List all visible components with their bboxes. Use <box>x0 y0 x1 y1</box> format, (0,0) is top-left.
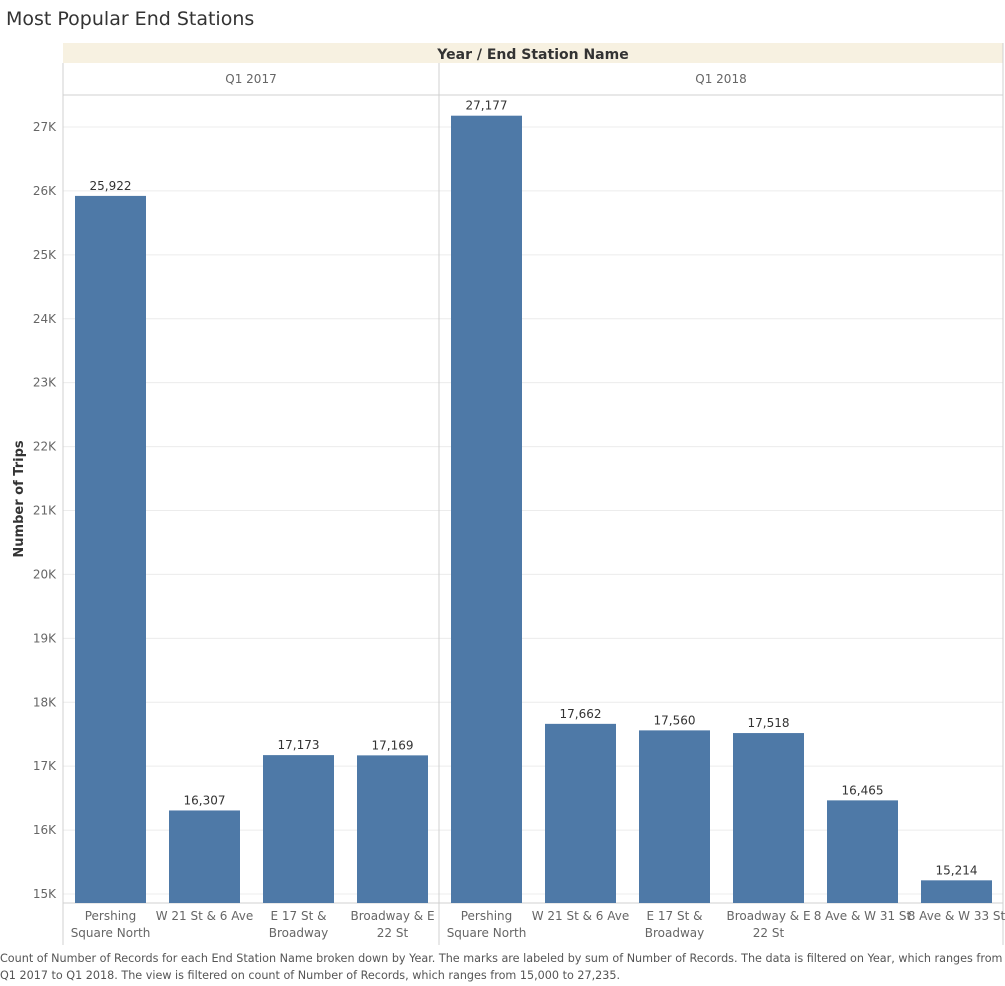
x-tick-label: E 17 St & <box>647 909 703 923</box>
data-label: 17,173 <box>278 738 320 752</box>
data-label: 17,518 <box>748 716 790 730</box>
y-tick-label: 23K <box>33 376 57 390</box>
x-tick-label: Broadway & E <box>726 909 810 923</box>
bar <box>639 730 710 903</box>
y-tick-label: 27K <box>33 120 57 134</box>
bar <box>921 880 992 903</box>
bar <box>357 755 428 903</box>
x-tick-label: 8 Ave & W 31 St <box>814 909 912 923</box>
data-label: 25,922 <box>90 179 132 193</box>
data-label: 15,214 <box>936 863 978 877</box>
x-tick-label: 22 St <box>377 926 409 940</box>
bar <box>263 755 334 903</box>
header-band <box>63 43 1003 63</box>
header-label: Year / End Station Name <box>436 47 628 63</box>
bar <box>827 800 898 903</box>
y-tick-label: 18K <box>33 695 57 709</box>
bar-chart: Year / End Station Name Q1 2017 Q1 2018 15K… <box>12 43 1005 945</box>
y-tick-label: 22K <box>33 440 57 454</box>
data-label: 17,560 <box>654 713 696 727</box>
x-tick-label: 8 Ave & W 33 St <box>908 909 1005 923</box>
x-tick-label: Broadway & E <box>350 909 434 923</box>
bar <box>75 195 146 903</box>
x-tick-label: 22 St <box>753 926 785 940</box>
y-tick-label: 15K <box>33 887 57 901</box>
bar <box>545 723 616 903</box>
y-tick-label: 24K <box>33 312 57 326</box>
x-tick-label: W 21 St & 6 Ave <box>156 909 254 923</box>
x-tick-label: Broadway <box>269 926 328 940</box>
y-tick-label: 26K <box>33 184 57 198</box>
y-tick-label: 16K <box>33 823 57 837</box>
data-label: 27,177 <box>466 99 508 113</box>
x-tick-label: Pershing <box>461 909 513 923</box>
y-tick-label: 21K <box>33 504 57 518</box>
chart-caption: Count of Number of Records for each End … <box>0 952 1003 982</box>
x-tick-label: Square North <box>71 926 151 940</box>
bar <box>451 115 522 903</box>
data-label: 16,307 <box>184 793 226 807</box>
y-axis-title: Number of Trips <box>12 440 27 557</box>
y-tick-label: 17K <box>33 759 57 773</box>
data-label: 16,465 <box>842 783 884 797</box>
y-tick-label: 20K <box>33 567 57 581</box>
x-tick-label: W 21 St & 6 Ave <box>532 909 630 923</box>
bar <box>169 810 240 903</box>
x-tick-label: Square North <box>447 926 527 940</box>
x-tick-label: Pershing <box>85 909 137 923</box>
x-tick-label: E 17 St & <box>271 909 327 923</box>
panel-label: Q1 2017 <box>225 72 276 86</box>
y-tick-label: 25K <box>33 248 57 262</box>
data-label: 17,662 <box>560 707 602 721</box>
data-label: 17,169 <box>372 738 414 752</box>
y-tick-label: 19K <box>33 631 57 645</box>
chart-title: Most Popular End Stations <box>6 8 255 30</box>
x-tick-label: Broadway <box>645 926 704 940</box>
bar <box>733 733 804 903</box>
panel-label: Q1 2018 <box>695 72 746 86</box>
